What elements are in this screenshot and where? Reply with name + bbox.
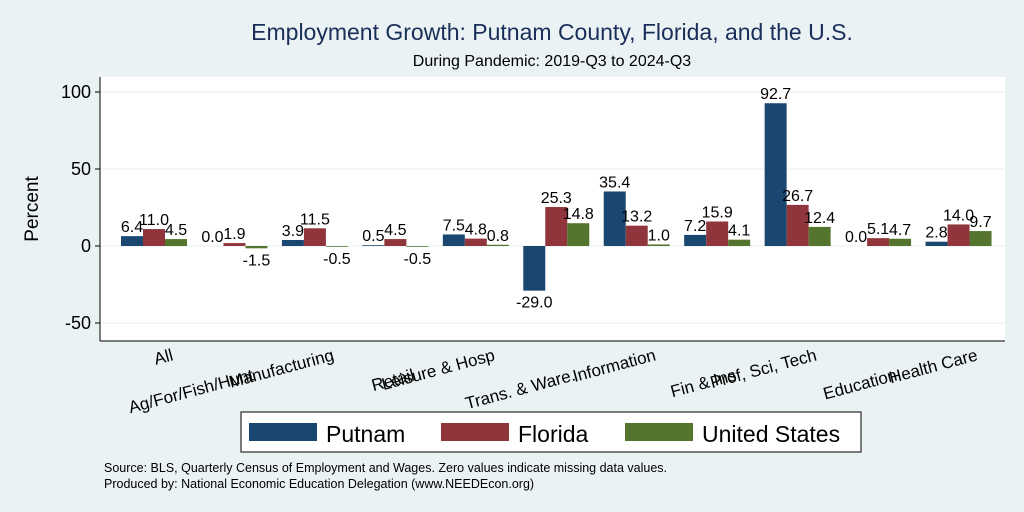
data-label: 1.9	[223, 226, 245, 243]
legend-label: Florida	[518, 421, 589, 447]
category-label: Information	[571, 346, 658, 386]
data-label: 3.9	[282, 223, 304, 240]
data-label: 7.5	[443, 217, 465, 234]
y-axis-ticks: -50 0 50 100	[61, 82, 100, 333]
bar-florida	[545, 207, 568, 246]
category-label: Manufacturing	[227, 346, 336, 392]
source-note: Source: BLS, Quarterly Census of Employm…	[104, 461, 667, 475]
bar-putnam	[442, 234, 465, 246]
data-label: 14.0	[943, 207, 974, 224]
bar-united-states	[406, 246, 429, 247]
data-label: 13.2	[621, 209, 652, 226]
data-label: 12.4	[804, 210, 835, 227]
legend-label: Putnam	[326, 421, 405, 447]
data-label: 15.9	[702, 205, 733, 222]
bar-florida	[786, 204, 809, 246]
y-axis-title: Percent	[22, 176, 43, 242]
data-label: 14.8	[563, 206, 594, 223]
bar-florida	[223, 243, 246, 246]
data-label: 0.8	[487, 228, 509, 245]
data-label: 0.0	[201, 229, 223, 246]
bar-putnam	[764, 103, 787, 246]
bar-florida	[947, 224, 970, 246]
chart-subtitle: During Pandemic: 2019-Q3 to 2024-Q3	[413, 53, 691, 70]
data-label: -1.5	[243, 252, 271, 269]
category-label: Trans. & Ware.	[463, 366, 577, 414]
y-tick-label: -50	[65, 313, 91, 333]
data-label: 25.3	[541, 190, 572, 207]
data-label: 9.7	[969, 214, 991, 231]
data-label: 4.8	[465, 222, 487, 239]
bar-putnam	[362, 245, 385, 246]
bar-united-states	[808, 226, 831, 246]
bar-united-states	[889, 238, 912, 246]
data-label: -0.5	[323, 251, 351, 268]
bar-florida	[143, 229, 165, 246]
y-tick-label: 50	[71, 159, 91, 179]
category-label: Prof, Sci, Tech	[708, 346, 818, 393]
data-label: 11.0	[139, 212, 169, 229]
data-label: 0.5	[362, 228, 384, 245]
bar-putnam	[925, 241, 948, 246]
bar-united-states	[165, 239, 187, 246]
data-label: 1.0	[648, 227, 670, 244]
bar-putnam	[603, 191, 626, 246]
legend-swatch	[249, 423, 317, 441]
bar-putnam	[684, 234, 707, 246]
data-label: 4.5	[165, 222, 187, 239]
bar-putnam	[121, 236, 143, 246]
producer-note: Produced by: National Economic Education…	[104, 477, 534, 491]
data-label: 4.1	[728, 223, 750, 240]
bar-florida	[464, 238, 487, 246]
data-label: 26.7	[782, 188, 813, 205]
data-label: 6.4	[121, 219, 143, 236]
bar-united-states	[647, 244, 670, 246]
bar-florida	[867, 238, 890, 246]
legend-items: Putnam Florida United States	[249, 421, 840, 447]
bar-florida	[384, 239, 407, 246]
bar-united-states	[728, 239, 751, 246]
category-label: All	[152, 346, 175, 369]
legend-swatch	[441, 423, 509, 441]
data-label: 35.4	[599, 174, 630, 191]
legend-label: United States	[702, 421, 840, 447]
data-label: 7.2	[684, 218, 706, 235]
bar-united-states	[486, 244, 509, 246]
y-tick-label: 0	[81, 236, 91, 256]
data-label: 4.7	[889, 222, 911, 239]
bar-united-states	[325, 246, 348, 247]
bar-united-states	[969, 231, 992, 246]
chart-title: Employment Growth: Putnam County, Florid…	[251, 19, 853, 45]
data-label: -0.5	[404, 251, 432, 268]
data-label: 4.5	[384, 222, 406, 239]
legend-swatch	[625, 423, 693, 441]
bar-putnam	[281, 239, 304, 246]
bar-united-states	[567, 223, 590, 246]
data-labels: 6.411.04.5 0.0 1.9-1.53.911.5-0.50.5 4.5-0.…	[121, 86, 992, 311]
data-label: 11.5	[300, 211, 330, 228]
data-label: -29.0	[516, 295, 553, 312]
data-label: 0.0	[845, 229, 867, 246]
bar-florida	[706, 221, 729, 246]
data-label: 92.7	[760, 86, 791, 103]
y-tick-label: 100	[61, 82, 91, 102]
bar-putnam	[523, 246, 546, 291]
category-label: Health Care	[887, 346, 980, 388]
bars	[121, 103, 992, 291]
data-label: 5.1	[867, 221, 889, 238]
data-label: 2.8	[925, 225, 947, 242]
bar-florida	[625, 225, 648, 246]
bar-florida	[303, 228, 326, 246]
bar-united-states	[245, 246, 268, 249]
legend	[240, 411, 862, 453]
